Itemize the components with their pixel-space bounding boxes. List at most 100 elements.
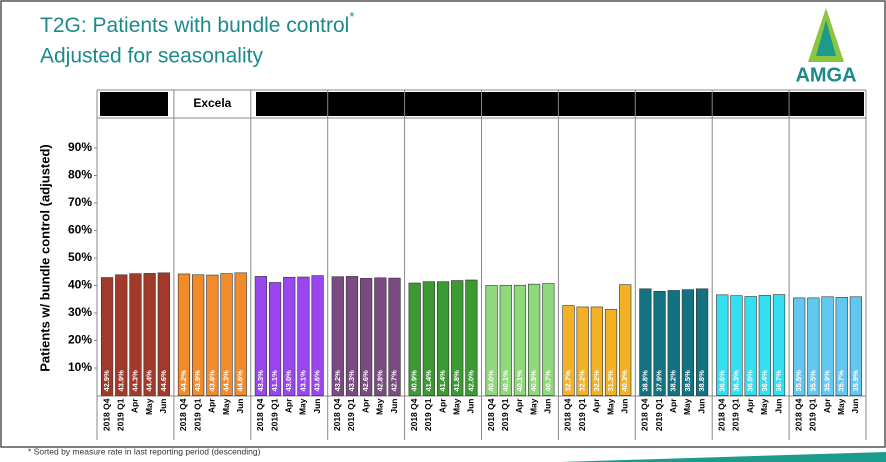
y-tick-label: 20% [68,333,92,347]
y-tick-label: 50% [68,250,92,264]
x-tick-label: 2019 Q1 [423,398,433,431]
x-tick-label: Apr [745,398,755,413]
value-label: 38.2% [669,370,678,392]
bar [807,297,820,396]
value-label: 35.9% [823,370,832,392]
y-axis-label: Patients w/ bundle control (adjusted) [37,144,52,372]
x-tick-label: Apr [130,398,140,413]
bar [115,274,128,396]
bar [408,282,421,396]
bar [451,280,464,396]
value-label: 40.3% [620,370,629,392]
y-tick-label: 90% [68,140,92,154]
bar [254,276,268,396]
x-tick-label: Jun [850,399,860,414]
bar [192,274,205,396]
redacted [100,92,168,116]
x-tick-label: 2018 Q4 [640,398,650,431]
value-label: 42.8% [375,370,384,392]
bar [821,296,834,396]
x-tick-label: Apr [360,398,370,413]
x-tick-label: Jun [773,399,783,414]
value-label: 43.1% [298,370,307,392]
bar [758,295,771,396]
bar [331,276,344,396]
y-tick-label: 30% [68,305,92,319]
bar [772,294,786,396]
x-tick-label: Jun [543,399,553,414]
value-label: 36.4% [760,370,769,392]
value-label: 40.1% [515,370,524,392]
x-tick-label: 2018 Q4 [793,398,803,431]
bar [835,297,848,396]
value-label: 42.0% [466,370,475,392]
bar [283,276,296,396]
bar [730,295,743,396]
value-label: 44.4% [145,370,154,392]
value-label: 35.7% [837,370,846,392]
value-label: 36.3% [731,370,740,392]
x-tick-label: May [836,398,846,415]
x-tick-label: 2019 Q1 [577,398,587,431]
value-label: 38.8% [697,370,706,392]
x-tick-label: Jun [389,399,399,414]
x-tick-label: 2018 Q4 [178,398,188,431]
x-tick-label: Apr [514,398,524,413]
y-tick-label: 60% [68,223,92,237]
value-label: 40.9% [410,370,419,392]
footnote: * Sorted by measure rate in last reporti… [28,446,261,456]
value-label: 44.3% [130,370,139,392]
y-tick-label: 40% [68,278,92,292]
bar [388,277,401,396]
bar [234,272,247,396]
value-label: 43.9% [193,370,202,392]
x-tick-label: Jun [466,399,476,414]
value-label: 40.0% [487,370,496,392]
value-label: 42.7% [389,370,398,392]
x-tick-label: 2019 Q1 [731,398,741,431]
logo-text: AMGA [795,64,856,86]
value-label: 41.4% [438,370,447,392]
value-label: 36.6% [717,370,726,392]
value-label: 40.5% [529,370,538,392]
x-tick-label: 2019 Q1 [654,398,664,431]
decor [560,452,886,462]
bar [604,309,618,396]
chart-subtitle: Adjusted for seasonality [40,45,263,68]
x-tick-label: Apr [437,398,447,413]
bar [422,281,435,396]
bar [695,288,709,396]
value-label: 41.1% [270,370,279,392]
value-label: 38.8% [640,370,649,392]
bar [716,294,729,396]
value-label: 35.9% [851,370,860,392]
bar [681,289,695,396]
bar [619,284,632,396]
x-tick-label: Apr [822,398,832,413]
value-label: 36.0% [746,370,755,392]
bar [143,273,156,396]
x-tick-label: May [298,398,308,415]
bar [360,278,373,396]
x-tick-label: 2018 Q4 [332,398,342,431]
y-tick-label: 80% [68,168,92,182]
x-tick-label: May [375,398,385,415]
bar [129,273,142,396]
bar [562,305,575,396]
group-label: Excela [193,96,231,110]
x-tick-label: May [682,398,692,415]
value-label: 41.8% [452,370,461,392]
logo-mark [816,20,836,56]
value-label: 35.5% [808,370,817,392]
x-tick-label: May [451,398,461,415]
x-tick-label: Jun [158,399,168,414]
x-tick-label: 2018 Q4 [101,398,111,431]
value-label: 44.2% [179,370,188,392]
x-tick-label: Apr [668,398,678,413]
bar [590,306,603,396]
title-text: T2G: Patients with bundle control [40,14,349,37]
x-tick-label: May [144,398,154,415]
value-label: 37.9% [655,370,664,392]
x-tick-label: May [605,398,615,415]
